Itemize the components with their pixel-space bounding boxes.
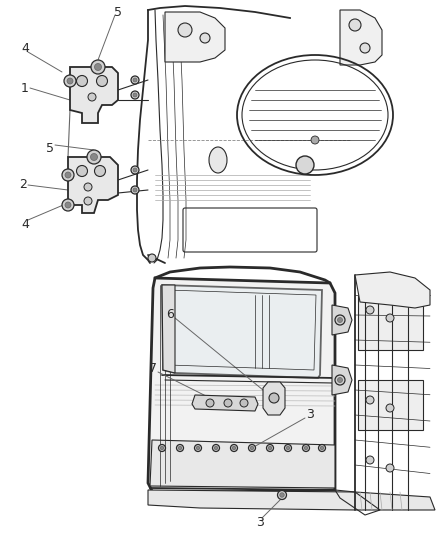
Circle shape [65,202,71,208]
Text: 1: 1 [21,82,29,94]
Circle shape [133,78,137,82]
Polygon shape [355,272,430,308]
Polygon shape [148,278,335,493]
Circle shape [178,446,182,450]
Polygon shape [263,382,285,415]
Circle shape [65,172,71,178]
Circle shape [280,492,284,497]
Circle shape [91,154,98,160]
Circle shape [133,188,137,192]
Circle shape [95,166,106,176]
Circle shape [131,186,139,194]
Circle shape [62,169,74,181]
Text: 5: 5 [46,141,54,155]
Circle shape [84,197,92,205]
Text: 3: 3 [256,515,264,529]
Circle shape [286,446,290,450]
Circle shape [212,445,219,451]
Circle shape [95,63,102,70]
Circle shape [335,315,345,325]
Text: 7: 7 [149,362,157,376]
Circle shape [133,93,137,97]
Circle shape [366,306,374,314]
Circle shape [131,166,139,174]
Circle shape [64,75,76,87]
Circle shape [148,254,156,262]
Circle shape [335,375,345,385]
Circle shape [240,399,248,407]
Circle shape [96,76,107,86]
Polygon shape [162,285,175,373]
Polygon shape [70,67,118,123]
Text: 6: 6 [166,308,174,320]
Bar [358,380,423,430]
Circle shape [349,19,361,31]
Circle shape [67,78,73,84]
Text: 3: 3 [306,408,314,422]
Polygon shape [332,365,352,395]
Circle shape [311,136,319,144]
Circle shape [278,490,286,499]
Circle shape [230,445,237,451]
Circle shape [386,314,394,322]
Text: 4: 4 [21,219,29,231]
Circle shape [318,445,325,451]
Circle shape [224,399,232,407]
Circle shape [194,445,201,451]
Circle shape [160,446,164,450]
Circle shape [232,446,236,450]
Circle shape [77,166,88,176]
Circle shape [77,76,88,86]
Circle shape [296,156,314,174]
Circle shape [266,445,273,451]
Circle shape [159,445,166,451]
Circle shape [366,396,374,404]
Circle shape [87,150,101,164]
Circle shape [206,399,214,407]
Polygon shape [162,285,322,378]
Polygon shape [68,157,118,213]
Text: 4: 4 [21,42,29,54]
Polygon shape [192,395,258,411]
Polygon shape [340,10,382,65]
Text: 2: 2 [19,179,27,191]
Circle shape [386,404,394,412]
Polygon shape [150,440,335,488]
Circle shape [84,183,92,191]
Circle shape [91,60,105,74]
Circle shape [250,446,254,450]
Circle shape [214,446,218,450]
Circle shape [285,445,292,451]
Circle shape [88,93,96,101]
Circle shape [178,23,192,37]
Polygon shape [165,12,225,62]
Circle shape [268,446,272,450]
Circle shape [386,464,394,472]
Circle shape [303,445,310,451]
Circle shape [338,318,343,322]
Circle shape [366,456,374,464]
Circle shape [304,446,308,450]
Circle shape [200,33,210,43]
Circle shape [131,91,139,99]
Circle shape [269,393,279,403]
Bar [358,295,423,350]
Circle shape [177,445,184,451]
Circle shape [133,168,137,172]
Circle shape [360,43,370,53]
Circle shape [320,446,324,450]
Circle shape [248,445,255,451]
Circle shape [338,377,343,383]
Text: 5: 5 [114,5,122,19]
Ellipse shape [209,147,227,173]
Polygon shape [332,305,352,335]
Polygon shape [148,490,435,510]
Circle shape [196,446,200,450]
Circle shape [62,199,74,211]
Circle shape [131,76,139,84]
